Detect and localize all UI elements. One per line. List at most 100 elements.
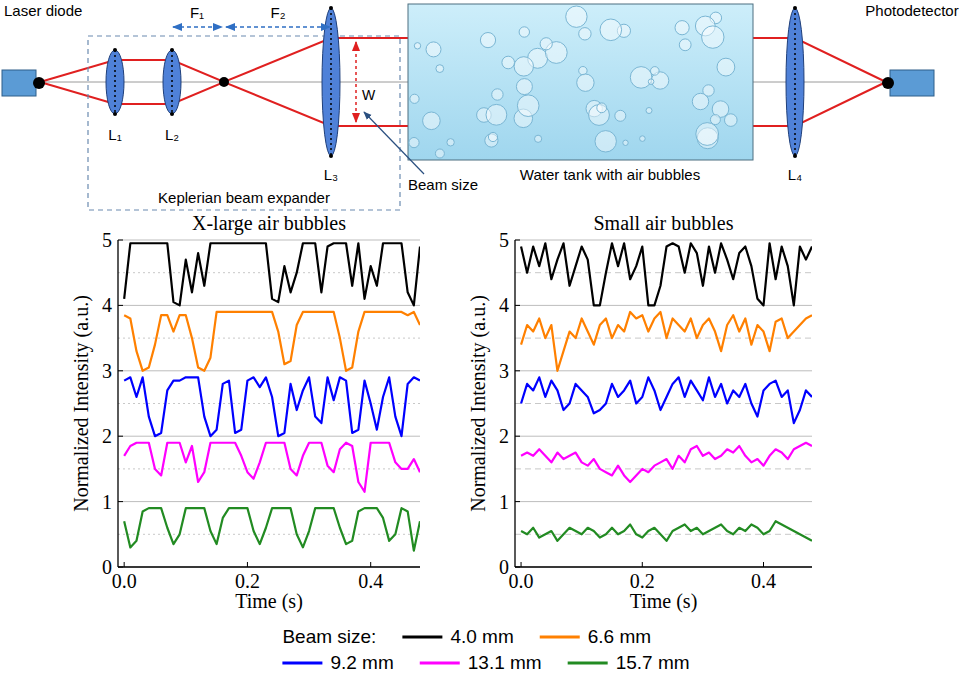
reference-line <box>118 534 420 535</box>
y-tick-label: 5 <box>102 229 112 251</box>
air-bubble <box>409 138 419 148</box>
chart-title: X-large air bubbles <box>192 212 346 235</box>
x-tick-label: 0.4 <box>358 570 383 592</box>
lens-tip <box>793 154 797 158</box>
reference-line <box>515 468 812 469</box>
air-bubble <box>640 136 646 142</box>
air-bubble <box>675 21 689 35</box>
lens-axis <box>114 50 116 114</box>
air-bubble <box>702 26 724 48</box>
y-tick <box>118 240 123 241</box>
y-tick-label: 0 <box>499 556 509 578</box>
y-tick <box>515 436 520 437</box>
air-bubble <box>486 104 507 125</box>
lens <box>322 8 340 156</box>
focal-label: F₂ <box>271 4 286 21</box>
y-tick-label: 5 <box>499 229 509 251</box>
air-bubble <box>679 39 691 51</box>
y-tick-label: 2 <box>499 425 509 447</box>
series-line <box>124 443 420 492</box>
air-bubble <box>577 74 594 91</box>
x-tick-label: 0.4 <box>751 570 776 592</box>
y-axis-title: Normalized Intensity (a.u.) <box>70 295 93 512</box>
y-tick-label: 1 <box>102 491 112 513</box>
expander-box <box>88 36 400 210</box>
series-line <box>124 508 420 551</box>
air-bubble <box>566 6 587 27</box>
series-line <box>521 243 812 305</box>
air-bubble <box>535 135 542 142</box>
lens-tip <box>113 48 117 52</box>
y-tick-label: 4 <box>499 294 509 316</box>
chart-panel: 0123450.00.20.4X-large air bubblesTime (… <box>70 212 420 613</box>
figure: L₁L₂L₃L₄F₁F₂WLaser diodePhotodetectorKep… <box>0 0 972 684</box>
lens-tip <box>113 112 117 116</box>
grid-line <box>515 501 812 502</box>
legend: Beam size:4.0 mm6.6 mm9.2 mm13.1 mm15.7 … <box>282 626 689 673</box>
air-bubble <box>423 112 441 130</box>
legend-title: Beam size: <box>282 626 376 647</box>
y-axis <box>117 240 118 567</box>
air-bubble <box>502 56 515 69</box>
lens-tip <box>793 6 797 10</box>
reference-line <box>515 534 812 535</box>
air-bubble <box>519 27 529 37</box>
grid-line <box>118 501 420 502</box>
series-line <box>521 521 812 541</box>
y-tick <box>515 240 520 241</box>
x-tick-label: 0.2 <box>630 570 655 592</box>
lens-label: L₃ <box>324 166 338 183</box>
y-tick <box>118 436 123 437</box>
setup-diagram: L₁L₂L₃L₄F₁F₂WLaser diodePhotodetectorKep… <box>2 2 959 210</box>
air-bubble <box>414 43 420 49</box>
grid-line <box>118 240 420 241</box>
focal-point <box>219 77 229 87</box>
legend-swatch <box>402 636 442 639</box>
chart-panel: 0123450.00.20.4Small air bubblesTime (s)… <box>467 212 812 613</box>
air-bubble <box>651 67 660 76</box>
series-group <box>124 243 420 550</box>
grid-line <box>515 305 812 306</box>
pointer-arrow <box>364 112 424 174</box>
y-tick-label: 3 <box>102 360 112 382</box>
series-line <box>521 377 812 423</box>
air-bubble <box>595 131 616 152</box>
series-group <box>521 243 812 541</box>
y-tick <box>118 501 123 502</box>
x-tick-label: 0.2 <box>235 570 260 592</box>
air-bubble <box>540 38 552 50</box>
series-line <box>521 312 812 371</box>
lens-tip <box>170 48 174 52</box>
reference-line <box>118 403 420 404</box>
x-tick <box>124 562 125 567</box>
air-bubble <box>480 33 495 48</box>
air-bubble <box>630 67 652 89</box>
photodetector <box>890 70 934 96</box>
x-tick-label: 0.0 <box>509 570 534 592</box>
air-bubble <box>436 65 444 73</box>
legend-swatch <box>540 636 580 639</box>
air-bubble <box>597 103 607 113</box>
x-axis-title: Time (s) <box>235 590 303 613</box>
air-bubble <box>717 58 735 76</box>
focal-length-arrow <box>173 26 222 28</box>
x-tick <box>521 562 522 567</box>
legend-label: 6.6 mm <box>588 626 651 647</box>
laser-label: Laser diode <box>4 2 82 19</box>
x-axis <box>118 566 420 567</box>
air-bubble <box>435 149 444 158</box>
air-bubble <box>600 19 622 41</box>
air-bubble <box>615 110 626 121</box>
y-tick <box>515 370 520 371</box>
air-bubble <box>516 79 532 95</box>
air-bubble <box>623 140 628 145</box>
air-bubble <box>514 57 533 76</box>
beam-width-label: W <box>362 87 376 103</box>
grid-line <box>515 436 812 437</box>
legend-swatch <box>568 662 608 665</box>
legend-label: 13.1 mm <box>468 652 542 673</box>
air-bubble <box>492 89 503 100</box>
grid-line <box>118 436 420 437</box>
reference-line <box>515 338 812 339</box>
legend-label: 15.7 mm <box>616 652 690 673</box>
